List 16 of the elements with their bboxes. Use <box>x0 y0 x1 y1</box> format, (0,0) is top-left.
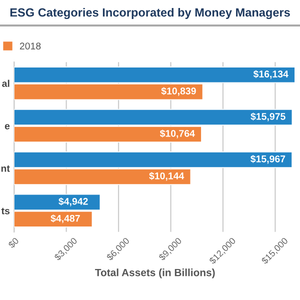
x-axis-title: Total Assets (in Billions) <box>95 268 215 278</box>
data-label: $4,487 <box>50 214 80 224</box>
data-label: $4,942 <box>58 197 88 206</box>
y-tick-label: ts <box>1 208 10 214</box>
data-label: $10,764 <box>160 130 195 138</box>
data-label: $10,839 <box>161 87 196 96</box>
data-label: $10,144 <box>149 172 184 181</box>
y-tick-label: al <box>2 80 10 87</box>
x-tick-label: $0 <box>8 236 20 249</box>
data-label: $15,975 <box>250 112 286 122</box>
y-tick-label: nt <box>1 165 10 172</box>
data-label: $16,134 <box>253 70 288 79</box>
legend-label: 2018 <box>20 42 41 50</box>
data-label: $15,967 <box>250 155 286 164</box>
chart-title: ESG Categories Incorporated by Money Managers <box>10 8 290 20</box>
y-tick-label: e <box>4 124 10 130</box>
